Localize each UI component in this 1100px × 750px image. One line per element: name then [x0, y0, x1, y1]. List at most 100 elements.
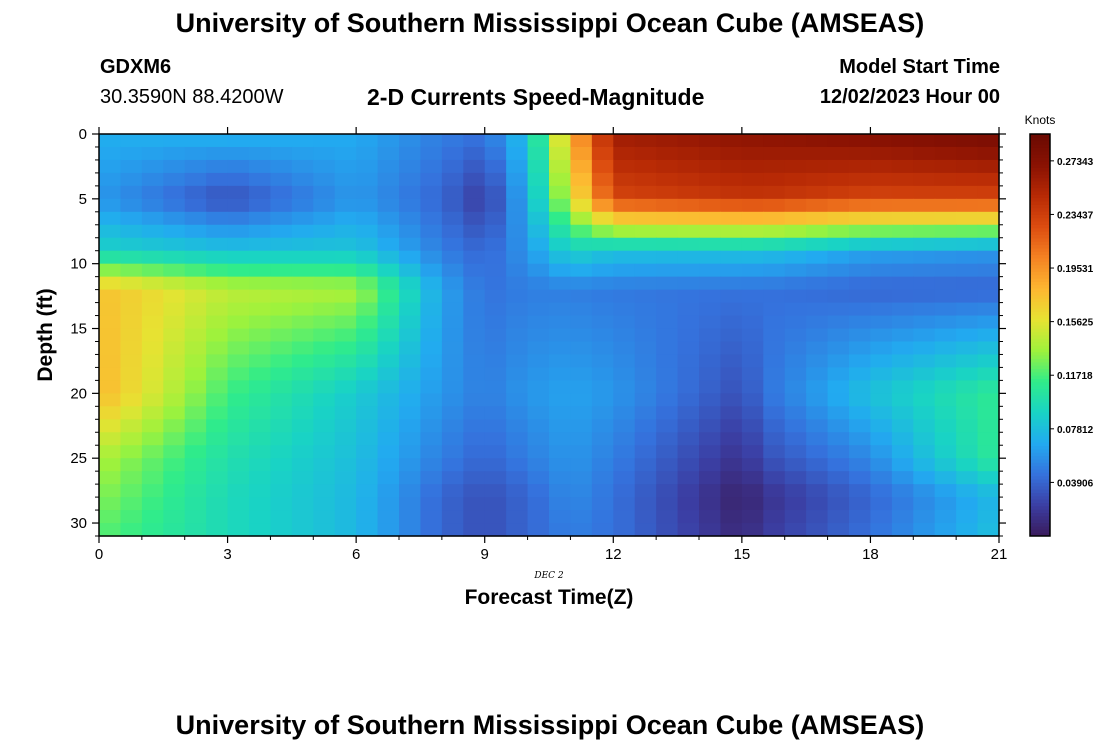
heatmap-cell: [677, 250, 700, 265]
heatmap-cell: [634, 237, 657, 252]
heatmap-cell: [827, 445, 850, 459]
heatmap-cell: [870, 134, 893, 148]
heatmap-cell: [184, 471, 207, 485]
heatmap-cell: [549, 315, 572, 330]
colorbar-swatch: [1030, 435, 1050, 440]
heatmap-cell: [806, 172, 829, 187]
colorbar-swatch: [1030, 221, 1050, 225]
heatmap-cell: [849, 510, 872, 524]
colorbar-swatch: [1030, 348, 1050, 353]
heatmap-cell: [99, 497, 122, 511]
heatmap-cell: [463, 523, 486, 537]
heatmap-cell: [891, 445, 914, 459]
heatmap-cell: [120, 315, 143, 330]
heatmap-cell: [956, 237, 979, 252]
heatmap-cell: [99, 354, 122, 369]
heatmap-cell: [270, 159, 293, 174]
colorbar-swatch: [1030, 422, 1050, 426]
heatmap-cell: [249, 380, 272, 394]
heatmap-cell: [270, 276, 293, 291]
heatmap-cell: [506, 302, 529, 317]
heatmap-cell: [699, 510, 722, 524]
heatmap-cell: [891, 250, 914, 265]
heatmap-cell: [591, 380, 614, 394]
heatmap-cell: [677, 289, 700, 304]
heatmap-cell: [99, 458, 122, 472]
colorbar-tick-label: 0.11718: [1057, 371, 1093, 382]
heatmap-cell: [784, 159, 807, 174]
heatmap-cell: [891, 432, 914, 446]
heatmap-cell: [399, 211, 422, 226]
heatmap-cell: [784, 302, 807, 317]
heatmap-cell: [549, 523, 572, 537]
heatmap-cell: [677, 471, 700, 485]
heatmap-cell: [484, 263, 507, 278]
heatmap-cell: [677, 497, 700, 511]
heatmap-cell: [849, 458, 872, 472]
heatmap-cell: [184, 419, 207, 433]
heatmap-cell: [227, 393, 250, 407]
heatmap-cell: [699, 523, 722, 537]
heatmap-cell: [913, 393, 936, 407]
heatmap-cell: [720, 289, 743, 304]
heatmap-cell: [549, 471, 572, 485]
heatmap-cell: [356, 367, 379, 381]
heatmap-cell: [356, 276, 379, 291]
heatmap-cell: [827, 471, 850, 485]
heatmap-cell: [827, 523, 850, 537]
heatmap-cell: [420, 328, 443, 343]
heatmap-cell: [699, 497, 722, 511]
heatmap-cell: [827, 134, 850, 148]
heatmap-cell: [741, 367, 764, 381]
heatmap-cell: [270, 354, 293, 369]
heatmap-cell: [934, 276, 957, 291]
colorbar-swatch: [1030, 465, 1050, 470]
heatmap-cell: [763, 237, 786, 252]
heatmap-cell: [270, 393, 293, 407]
heatmap-cell: [99, 393, 122, 407]
heatmap-cell: [399, 146, 422, 161]
heatmap-cell: [99, 185, 122, 200]
heatmap-cell: [463, 237, 486, 252]
heatmap-cell: [99, 211, 122, 226]
heatmap-cell: [270, 471, 293, 485]
heatmap-cell: [570, 380, 593, 394]
heatmap-cell: [613, 211, 636, 226]
heatmap-cell: [891, 315, 914, 330]
heatmap-cell: [313, 237, 336, 252]
colorbar-tick-label: 0.03906: [1057, 478, 1094, 489]
heatmap-cell: [741, 458, 764, 472]
heatmap-cell: [591, 250, 614, 265]
axes: 0 3 6 9 12 15 18 21 0 5 10 15 20 25 30: [70, 126, 1007, 563]
heatmap-cell: [934, 367, 957, 381]
heatmap-cell: [463, 484, 486, 498]
heatmap-cell: [891, 328, 914, 343]
heatmap-cell: [527, 159, 550, 174]
heatmap-cell: [634, 172, 657, 187]
heatmap-cell: [891, 341, 914, 356]
heatmap-cell: [249, 159, 272, 174]
heatmap-cell: [549, 302, 572, 317]
heatmap-cell: [506, 393, 529, 407]
heatmap-cell: [977, 211, 1000, 226]
heatmap-cell: [506, 406, 529, 420]
heatmap-cell: [527, 458, 550, 472]
heatmap-cell: [141, 354, 164, 369]
heatmap-cell: [506, 211, 529, 226]
colorbar-swatch: [1030, 418, 1050, 423]
heatmap-cell: [249, 445, 272, 459]
heatmap-cell: [313, 172, 336, 187]
heatmap-cell: [270, 380, 293, 394]
heatmap-cell: [677, 146, 700, 161]
heatmap-cell: [827, 289, 850, 304]
heatmap-cell: [463, 367, 486, 381]
heatmap-cell: [634, 328, 657, 343]
heatmap-cell: [806, 211, 829, 226]
heatmap-cell: [227, 367, 250, 381]
heatmap-cell: [870, 419, 893, 433]
heatmap-cell: [827, 263, 850, 278]
heatmap-cell: [99, 445, 122, 459]
heatmap-cell: [249, 250, 272, 265]
heatmap-cell: [763, 471, 786, 485]
heatmap-cell: [399, 354, 422, 369]
